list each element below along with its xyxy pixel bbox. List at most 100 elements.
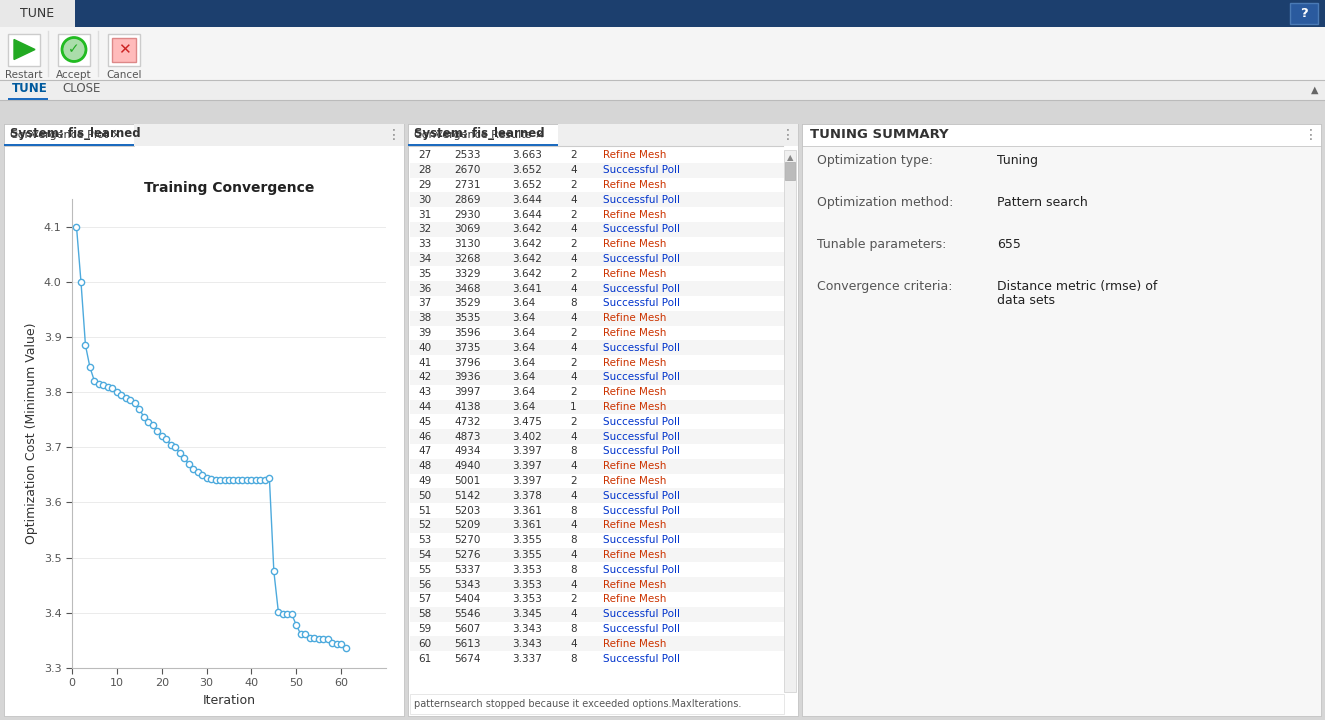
Text: Successful Poll: Successful Poll	[603, 491, 680, 501]
Text: 2: 2	[570, 269, 576, 279]
Bar	[409, 355, 784, 370]
Text: 3.64: 3.64	[511, 328, 535, 338]
Bar	[409, 400, 784, 415]
Bar	[76, 0, 1291, 27]
Text: 56: 56	[417, 580, 431, 590]
Text: Successful Poll: Successful Poll	[603, 254, 680, 264]
Text: Successful Poll: Successful Poll	[603, 372, 680, 382]
Text: 5276: 5276	[454, 550, 481, 560]
Text: 52: 52	[417, 521, 431, 531]
Text: 8: 8	[570, 624, 576, 634]
Title: Training Convergence: Training Convergence	[144, 181, 314, 195]
Text: 5613: 5613	[454, 639, 481, 649]
Text: System: fis_learned: System: fis_learned	[11, 127, 140, 140]
Text: 4: 4	[570, 639, 576, 649]
Bar	[409, 503, 784, 518]
Text: 3596: 3596	[454, 328, 481, 338]
Text: ▲: ▲	[1312, 85, 1318, 95]
Bar	[409, 163, 784, 178]
Bar	[0, 100, 1325, 720]
Text: 3.343: 3.343	[511, 624, 542, 634]
Text: Cancel: Cancel	[106, 70, 142, 79]
Text: 5404: 5404	[454, 595, 481, 604]
Text: 54: 54	[417, 550, 431, 560]
Text: 2: 2	[570, 239, 576, 249]
Text: Refine Mesh: Refine Mesh	[603, 476, 666, 486]
Text: 58: 58	[417, 609, 431, 619]
Text: 41: 41	[417, 358, 431, 368]
Bar	[408, 144, 558, 146]
Text: Successful Poll: Successful Poll	[603, 195, 680, 204]
Text: 8: 8	[570, 446, 576, 456]
Bar	[409, 370, 784, 384]
Text: 3.353: 3.353	[511, 564, 542, 575]
Text: 48: 48	[417, 462, 431, 471]
Text: 3.353: 3.353	[511, 580, 542, 590]
Text: 4: 4	[570, 550, 576, 560]
Text: Refine Mesh: Refine Mesh	[603, 521, 666, 531]
Text: 53: 53	[417, 535, 431, 545]
Text: 61: 61	[417, 654, 431, 664]
Bar	[409, 533, 784, 548]
Text: 3130: 3130	[454, 239, 481, 249]
Bar	[409, 488, 784, 503]
Bar	[8, 34, 40, 66]
Text: 3.652: 3.652	[511, 165, 542, 175]
Text: 60: 60	[417, 639, 431, 649]
Text: ⋮: ⋮	[1304, 128, 1318, 142]
Bar	[109, 34, 140, 66]
Text: Successful Poll: Successful Poll	[603, 624, 680, 634]
Bar	[113, 37, 136, 61]
Text: Successful Poll: Successful Poll	[603, 225, 680, 235]
Text: Pattern search: Pattern search	[996, 196, 1088, 209]
Bar	[409, 518, 784, 533]
Text: Successful Poll: Successful Poll	[603, 431, 680, 441]
Text: 43: 43	[417, 387, 431, 397]
Text: 4: 4	[570, 431, 576, 441]
Bar	[408, 124, 798, 716]
Text: 3.397: 3.397	[511, 476, 542, 486]
Text: 40: 40	[417, 343, 431, 353]
Bar	[409, 266, 784, 282]
Text: 37: 37	[417, 298, 431, 308]
Text: 3069: 3069	[454, 225, 481, 235]
Text: 3796: 3796	[454, 358, 481, 368]
Text: 4: 4	[570, 462, 576, 471]
Bar	[409, 237, 784, 251]
Text: 2: 2	[570, 476, 576, 486]
Text: 5343: 5343	[454, 580, 481, 590]
Bar	[409, 607, 784, 621]
Text: 5142: 5142	[454, 491, 481, 501]
Text: 44: 44	[417, 402, 431, 412]
Text: 39: 39	[417, 328, 431, 338]
Text: ✕: ✕	[118, 42, 130, 57]
Text: 2: 2	[570, 210, 576, 220]
Text: 30: 30	[417, 195, 431, 204]
Bar	[409, 444, 784, 459]
Bar	[409, 282, 784, 296]
Text: 3.397: 3.397	[511, 462, 542, 471]
Text: Successful Poll: Successful Poll	[603, 609, 680, 619]
Text: 3.652: 3.652	[511, 180, 542, 190]
Text: 2: 2	[570, 328, 576, 338]
Bar	[784, 150, 796, 692]
Text: 2731: 2731	[454, 180, 481, 190]
Text: Successful Poll: Successful Poll	[603, 417, 680, 427]
Text: 3.343: 3.343	[511, 639, 542, 649]
Bar	[409, 429, 784, 444]
Text: Successful Poll: Successful Poll	[603, 165, 680, 175]
Text: 3468: 3468	[454, 284, 481, 294]
Bar	[409, 192, 784, 207]
Bar	[409, 459, 784, 474]
Text: Convergence criteria:: Convergence criteria:	[818, 280, 953, 293]
Bar	[409, 415, 784, 429]
Text: 3.642: 3.642	[511, 225, 542, 235]
Text: 4138: 4138	[454, 402, 481, 412]
Text: 2670: 2670	[454, 165, 481, 175]
Text: 655: 655	[996, 238, 1020, 251]
Text: 3.644: 3.644	[511, 210, 542, 220]
Text: 4934: 4934	[454, 446, 481, 456]
Text: 5001: 5001	[454, 476, 480, 486]
Bar	[409, 251, 784, 266]
Text: 4: 4	[570, 165, 576, 175]
